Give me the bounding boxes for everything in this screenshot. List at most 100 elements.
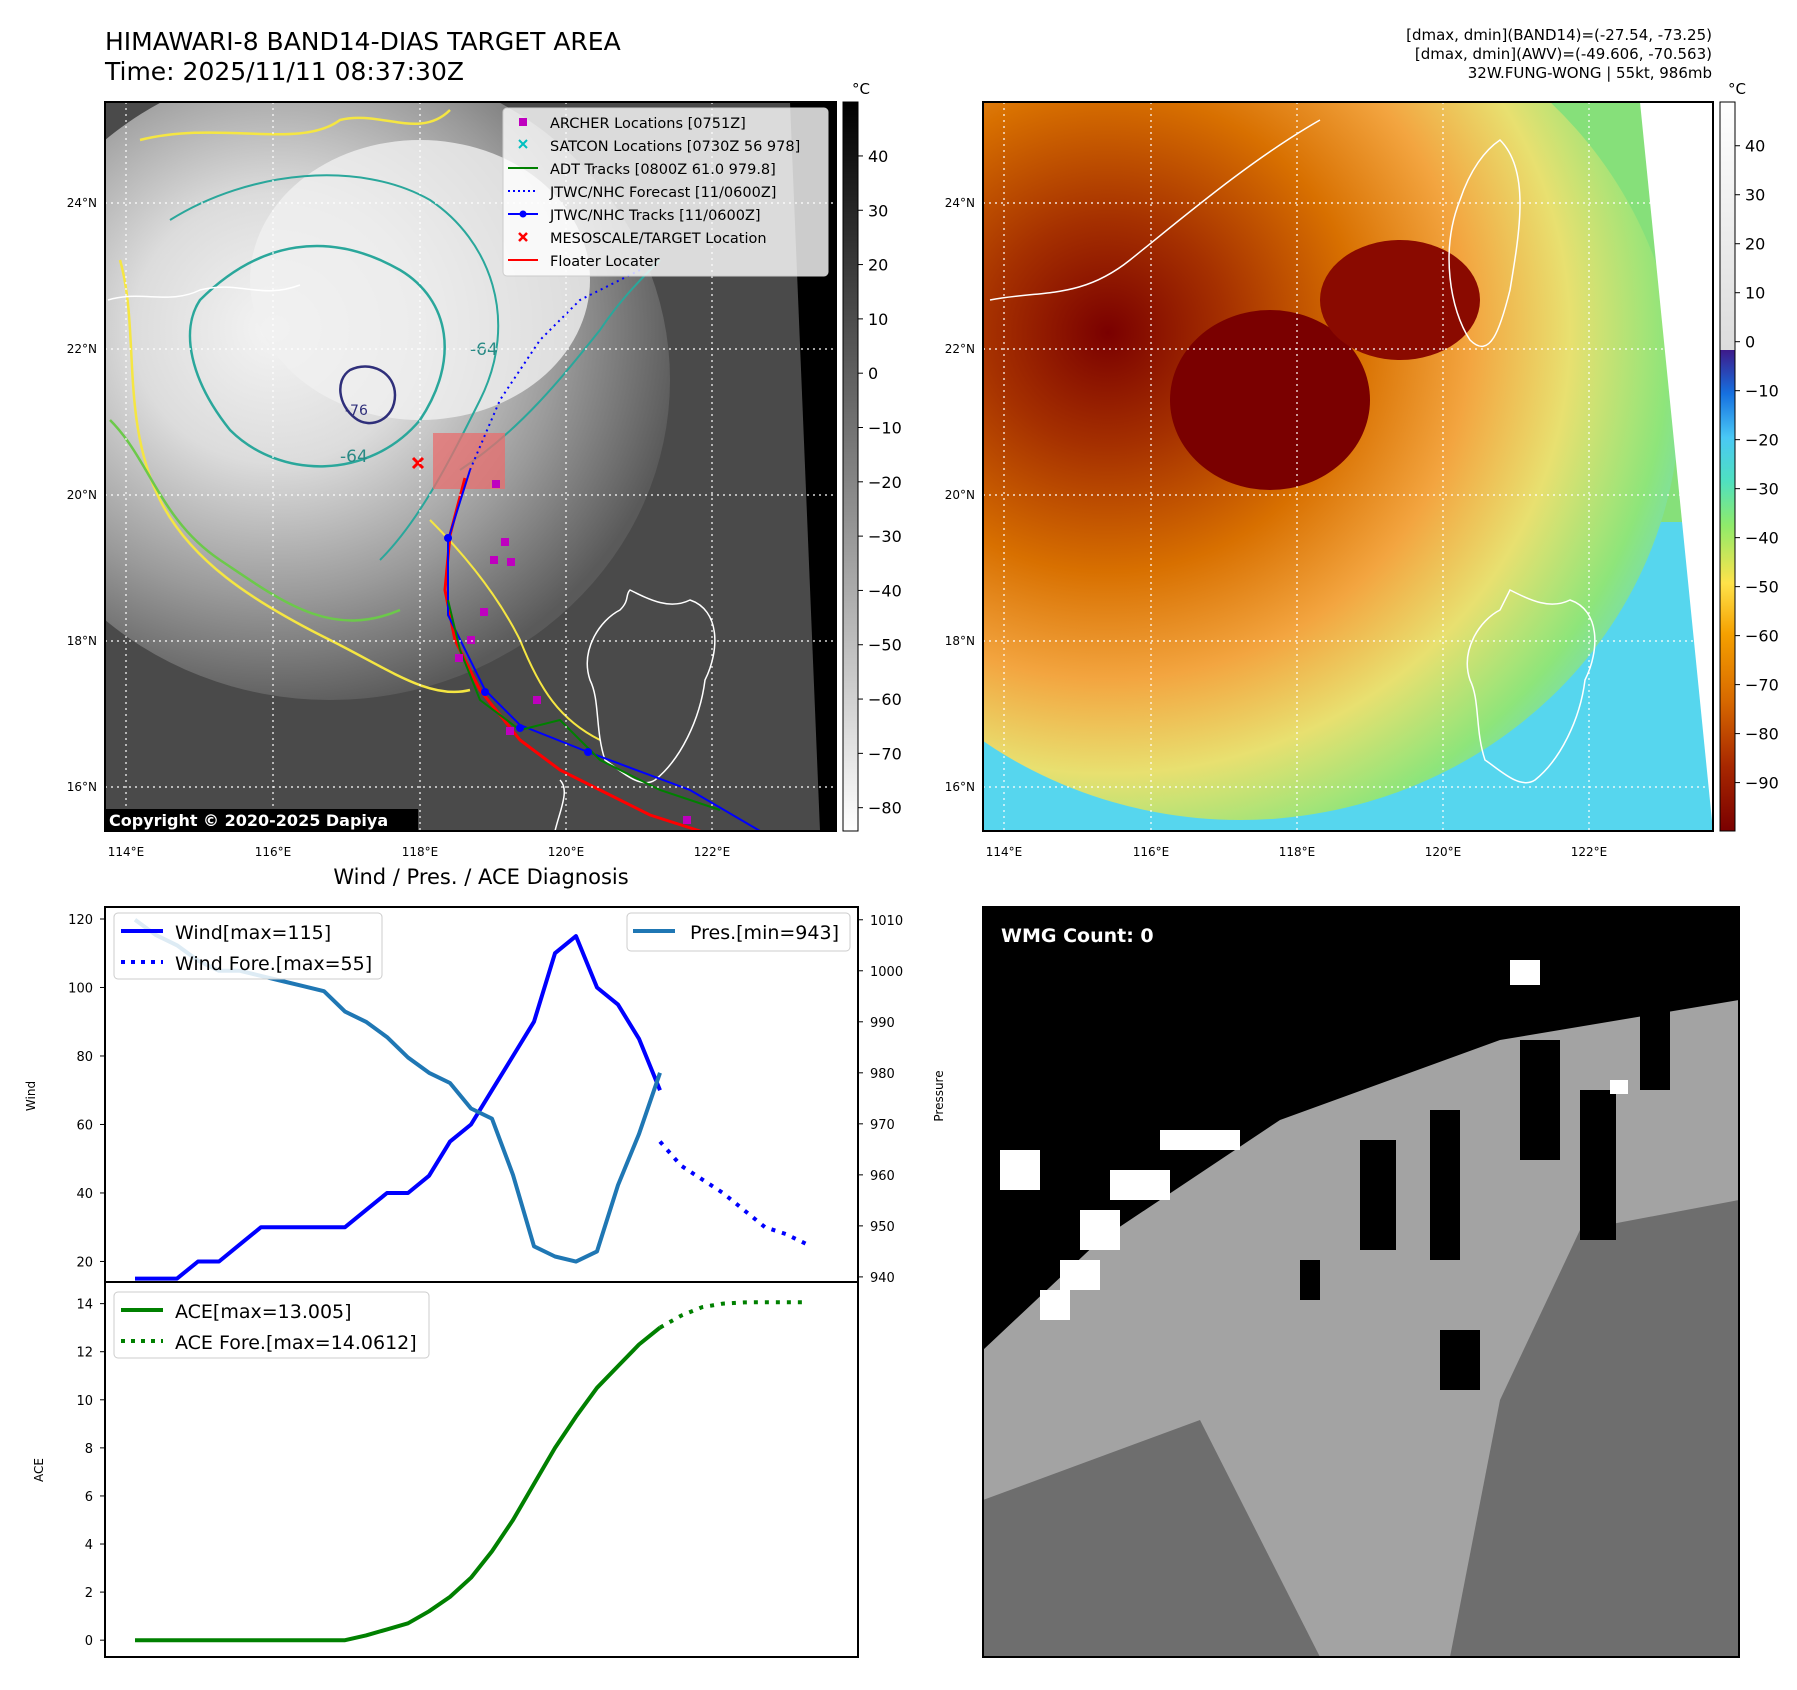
archer-marker [683, 816, 691, 824]
ace-legend: ACE[max=13.005] ACE Fore.[max=14.0612] [113, 1291, 430, 1359]
colorbar-tick-label: 20 [868, 256, 888, 275]
coastline [107, 284, 301, 301]
lat-label: 24°N [67, 196, 97, 210]
pressure-axis-label: Pressure [932, 1070, 946, 1121]
wmg-panel: WMG Count: 0 [982, 906, 1740, 1658]
colorbar-tick-label: −50 [1745, 578, 1779, 597]
lat-label: 20°N [945, 488, 975, 502]
legend-floater-label: Floater Locater [550, 254, 659, 270]
copyright-box [105, 809, 418, 831]
adt-track [447, 599, 721, 811]
colorbar-tick-label: −10 [868, 418, 902, 437]
wind-pressure-chart: 20 40 60 80 100 120 940 950 960 970 980 990 1000 101… [24, 906, 946, 1286]
ace-line [135, 1326, 662, 1643]
axis-tick-label: 940 [870, 1271, 895, 1286]
pressure-legend-box [626, 912, 851, 952]
map2-gridlines [983, 102, 1713, 831]
lat-label: 16°N [945, 780, 975, 794]
axis-tick-label: 980 [870, 1067, 895, 1082]
colorbar-tick-label: 10 [1745, 284, 1765, 303]
ace-forecast-line [659, 1300, 807, 1330]
legend-mesoscale-swatch [518, 232, 528, 242]
colorbar-tick-label: 30 [1745, 186, 1765, 205]
ace-chart: 0 2 4 6 8 10 12 14 ACE ACE[max=13.005] ACE Fore… [32, 1281, 859, 1658]
wind-legend: Wind[max=115] Wind Fore.[max=55] [113, 912, 383, 980]
contour-yellow [429, 519, 601, 741]
axis-tick-label: 14 [76, 1298, 93, 1313]
wmg-mid-region [1450, 1200, 1739, 1657]
legend-mesoscale-label: MESOSCALE/TARGET Location [550, 231, 767, 247]
colorbar-left-bar [842, 101, 859, 832]
legend-tracks-marker [519, 210, 527, 218]
lon-label: 114°E [108, 845, 145, 859]
contour-yellow [139, 109, 451, 142]
colorbar-tick-label: 40 [1745, 137, 1765, 156]
archer-marker [507, 558, 515, 566]
axis-tick-label: 1000 [870, 965, 903, 980]
axis-tick-label: 100 [68, 981, 93, 996]
map1-legend: ARCHER Locations [0751Z] SATCON Location… [502, 107, 829, 277]
axis-tick-label: 4 [85, 1538, 93, 1553]
colorbar-tick-label: −30 [1745, 480, 1779, 499]
copyright-text: Copyright © 2020-2025 Dapiya [109, 811, 388, 830]
ace-legend-label: ACE[max=13.005] [175, 1301, 352, 1323]
archer-marker [506, 727, 514, 735]
contour-label: -64 [470, 340, 498, 360]
legend-satcon-swatch [518, 139, 528, 149]
lat-label: 18°N [67, 634, 97, 648]
wmg-white-blocks [1000, 960, 1628, 1320]
coastline-taiwan [1448, 139, 1521, 347]
colorbar-tick-label: −80 [1745, 725, 1779, 744]
lon-label: 116°E [255, 845, 292, 859]
colorbar-tick-label: −70 [868, 744, 902, 763]
pressure-legend: Pres.[min=943] [626, 912, 851, 952]
lon-label: 122°E [694, 845, 731, 859]
lat-label: 24°N [945, 196, 975, 210]
wind-forecast-line [658, 1140, 808, 1247]
jtwc-marker [516, 724, 524, 732]
contour-label: -76 [345, 403, 368, 419]
axis-tick-label: 6 [85, 1490, 93, 1505]
lat-label: 22°N [67, 342, 97, 356]
ace-legend-box [113, 1291, 430, 1359]
colorbar-tick-label: 40 [868, 147, 888, 166]
contour-label: -64 [340, 447, 368, 467]
contour-navy [339, 365, 397, 425]
legend-satcon-label: SATCON Locations [0730Z 56 978] [550, 139, 800, 155]
ace-forecast-legend-label: ACE Fore.[max=14.0612] [175, 1332, 417, 1354]
jtwc-track [447, 469, 761, 831]
lon-label: 114°E [986, 845, 1023, 859]
wmg-count-label: WMG Count: 0 [1001, 925, 1154, 947]
archer-marker [490, 556, 498, 564]
axis-tick-label: 970 [870, 1118, 895, 1133]
ace-axis-label: ACE [32, 1458, 46, 1482]
colorbar-tick-label: −20 [868, 473, 902, 492]
colorbar-left: °C 40 30 20 10 0 −10 −20 −30 −40 −50 −60 −70 −80 [842, 80, 902, 832]
figure-title-line2: Time: 2025/11/11 08:37:30Z [104, 57, 464, 86]
awv-nodata-edge [1640, 102, 1713, 831]
lat-label: 18°N [945, 634, 975, 648]
wmg-dark-region [983, 907, 1739, 1350]
wind-line [135, 934, 662, 1281]
wind-legend-box [113, 912, 383, 980]
axis-tick-label: 960 [870, 1169, 895, 1184]
colorbar-left-ticks: 40 30 20 10 0 −10 −20 −30 −40 −50 −60 −70 −80 [858, 147, 902, 818]
lon-label: 118°E [1279, 845, 1316, 859]
axis-tick-label: 40 [76, 1187, 93, 1202]
contour-green [109, 419, 401, 622]
lat-label: 20°N [67, 488, 97, 502]
contour-teal [188, 244, 446, 468]
colorbar-right-bar [1719, 101, 1736, 832]
lon-label: 120°E [1425, 845, 1462, 859]
axis-tick-label: 10 [76, 1394, 93, 1409]
archer-marker [492, 480, 500, 488]
colorbar-left-unit: °C [852, 80, 870, 98]
colorbar-tick-label: −90 [1745, 774, 1779, 793]
colorbar-tick-label: −60 [1745, 627, 1779, 646]
colorbar-tick-label: 20 [1745, 235, 1765, 254]
archer-marker [455, 654, 463, 662]
ace-series-group [135, 1300, 807, 1643]
info-line1: [dmax, dmin](BAND14)=(-27.54, -73.25) [1406, 26, 1712, 44]
archer-marker [533, 696, 541, 704]
axis-tick-label: 20 [76, 1255, 93, 1270]
